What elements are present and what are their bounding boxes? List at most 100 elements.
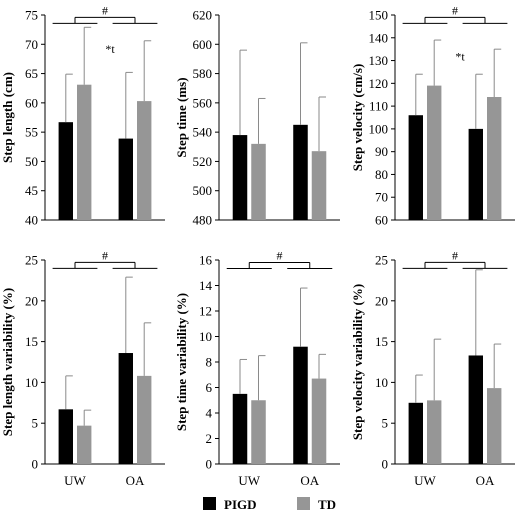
- y-tick-label: 15: [375, 334, 388, 349]
- legend-swatch: [297, 497, 310, 510]
- bar: [251, 143, 266, 220]
- bar: [487, 388, 502, 464]
- y-tick-label: 560: [193, 95, 213, 110]
- x-tick-label: OA: [126, 473, 145, 488]
- bar: [137, 101, 152, 220]
- y-tick-label: 20: [25, 293, 38, 308]
- y-tick-label: 8: [206, 355, 213, 370]
- chart-panel: 480 500 520 540 560 580 600 620 Step time (ms): [174, 8, 340, 228]
- x-tick-label: OA: [476, 473, 495, 488]
- legend-label: TD: [318, 497, 336, 512]
- y-axis-label: Step length (cm): [0, 72, 15, 163]
- y-axis-label: Step length variability (%): [0, 288, 15, 436]
- chart-panel: 0 2 4 6 8 10 12 14 16 Step time variability (%) UW…: [174, 248, 340, 488]
- y-tick-label: 500: [193, 183, 213, 198]
- bar: [408, 115, 423, 220]
- bar: [232, 135, 248, 220]
- y-tick-label: 55: [25, 125, 38, 140]
- legend-swatch: [203, 497, 216, 510]
- y-tick-label: 0: [206, 457, 213, 472]
- y-tick-label: 70: [25, 37, 38, 52]
- y-tick-label: 5: [382, 416, 389, 431]
- y-tick-label: 12: [199, 304, 212, 319]
- y-tick-label: 480: [193, 213, 213, 228]
- bar: [487, 97, 502, 220]
- x-tick-label: UW: [64, 473, 86, 488]
- bar: [468, 128, 483, 220]
- x-tick-label: OA: [300, 473, 319, 488]
- y-tick-label: 50: [25, 154, 38, 169]
- significance-marker: #: [102, 248, 108, 262]
- y-axis-label: Step time variability (%): [174, 293, 189, 431]
- y-tick-label: 600: [193, 37, 213, 52]
- bar: [137, 375, 152, 464]
- bar: [58, 122, 73, 220]
- y-tick-label: 45: [25, 183, 38, 198]
- legend: PIGD TD: [203, 497, 336, 512]
- y-tick-label: 120: [369, 76, 389, 91]
- y-tick-label: 10: [25, 375, 38, 390]
- y-tick-label: 10: [375, 375, 388, 390]
- significance-marker: *t: [105, 42, 115, 56]
- y-tick-label: 5: [32, 416, 39, 431]
- bar: [311, 378, 327, 464]
- y-tick-label: 75: [25, 8, 38, 23]
- bar: [251, 400, 266, 464]
- y-tick-label: 100: [369, 121, 389, 136]
- y-tick-label: 0: [382, 457, 389, 472]
- y-tick-label: 620: [193, 8, 213, 23]
- y-tick-label: 90: [375, 144, 388, 159]
- y-tick-label: 4: [206, 406, 213, 421]
- significance-marker: #: [452, 248, 458, 262]
- y-tick-label: 520: [193, 154, 213, 169]
- bar: [468, 355, 483, 464]
- y-tick-label: 60: [375, 213, 388, 228]
- bar: [293, 346, 308, 464]
- bar: [427, 85, 442, 220]
- y-axis-label: Step velocity (cm/s): [350, 64, 365, 172]
- y-tick-label: 150: [369, 8, 389, 23]
- x-tick-label: UW: [414, 473, 436, 488]
- bar: [118, 138, 133, 220]
- significance-marker: #: [102, 3, 108, 17]
- y-tick-label: 40: [25, 213, 38, 228]
- y-tick-label: 65: [25, 66, 38, 81]
- y-tick-label: 130: [369, 53, 389, 68]
- legend-label: PIGD: [224, 497, 257, 512]
- bar: [311, 151, 327, 220]
- y-tick-label: 2: [206, 431, 213, 446]
- bar: [77, 84, 92, 220]
- y-tick-label: 580: [193, 66, 213, 81]
- y-tick-label: 70: [375, 190, 388, 205]
- y-axis-label: Step time (ms): [174, 77, 189, 157]
- y-tick-label: 80: [375, 167, 388, 182]
- y-tick-label: 25: [25, 253, 38, 268]
- y-tick-label: 14: [199, 278, 213, 293]
- chart-panel: 0 5 10 15 20 25 Step velocity variability (%) U…: [350, 248, 515, 488]
- bar: [293, 124, 308, 220]
- y-tick-label: 10: [199, 329, 212, 344]
- y-tick-label: 60: [25, 95, 38, 110]
- bar: [408, 402, 423, 464]
- significance-marker: *t: [455, 50, 465, 64]
- y-axis-label: Step velocity variability (%): [350, 284, 365, 440]
- y-tick-label: 6: [206, 380, 213, 395]
- y-tick-label: 540: [193, 125, 213, 140]
- y-tick-label: 25: [375, 253, 388, 268]
- bar: [427, 400, 442, 464]
- chart-panel: 0 5 10 15 20 25 Step length variability (%) UW O…: [0, 248, 165, 488]
- bar: [58, 409, 73, 464]
- significance-marker: #: [452, 3, 458, 17]
- y-tick-label: 140: [369, 30, 389, 45]
- bar: [232, 393, 248, 464]
- y-tick-label: 16: [199, 253, 213, 268]
- y-tick-label: 15: [25, 334, 38, 349]
- chart-panel: 60 70 80 90 100 110 120 130 140 150 Step velocity …: [350, 3, 515, 228]
- significance-marker: #: [277, 248, 283, 262]
- y-tick-label: 0: [32, 457, 39, 472]
- y-tick-label: 110: [369, 99, 388, 114]
- bar: [118, 353, 133, 464]
- chart-panel: 40 45 50 55 60 65 70 75 Step length (cm) # *t: [0, 3, 165, 228]
- y-tick-label: 20: [375, 293, 388, 308]
